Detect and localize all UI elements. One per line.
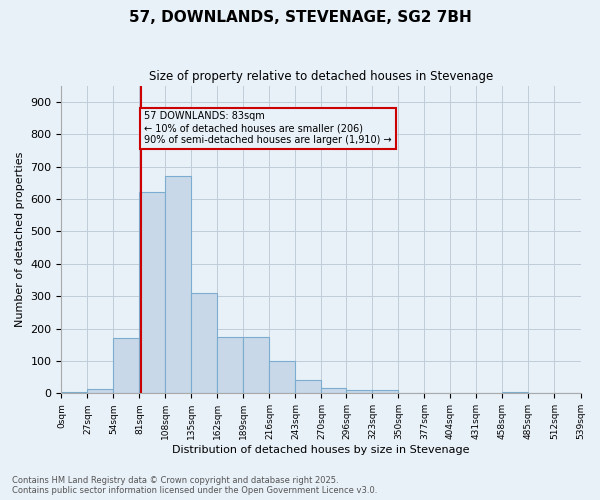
Title: Size of property relative to detached houses in Stevenage: Size of property relative to detached ho… <box>149 70 493 83</box>
Bar <box>217 336 244 394</box>
Bar <box>61 392 88 394</box>
Bar <box>502 392 529 394</box>
Bar <box>139 192 166 394</box>
X-axis label: Distribution of detached houses by size in Stevenage: Distribution of detached houses by size … <box>172 445 470 455</box>
Bar <box>269 361 295 394</box>
Bar <box>88 390 113 394</box>
Bar <box>191 293 217 394</box>
Bar <box>113 338 139 394</box>
Bar <box>295 380 322 394</box>
Bar <box>244 336 269 394</box>
Bar <box>166 176 191 394</box>
Y-axis label: Number of detached properties: Number of detached properties <box>15 152 25 327</box>
Text: 57, DOWNLANDS, STEVENAGE, SG2 7BH: 57, DOWNLANDS, STEVENAGE, SG2 7BH <box>128 10 472 25</box>
Bar <box>322 388 346 394</box>
Text: 57 DOWNLANDS: 83sqm
← 10% of detached houses are smaller (206)
90% of semi-detac: 57 DOWNLANDS: 83sqm ← 10% of detached ho… <box>144 112 392 144</box>
Text: Contains HM Land Registry data © Crown copyright and database right 2025.
Contai: Contains HM Land Registry data © Crown c… <box>12 476 377 495</box>
Bar <box>346 390 373 394</box>
Bar <box>373 390 398 394</box>
